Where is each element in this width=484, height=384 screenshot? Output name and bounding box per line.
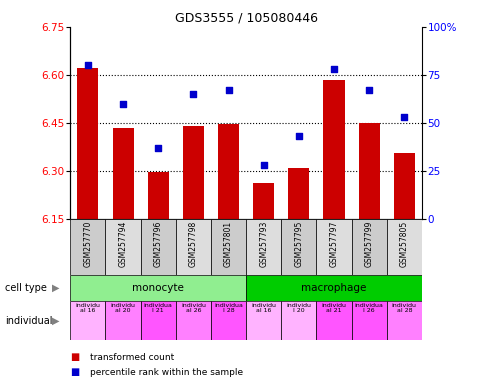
Point <box>224 87 232 93</box>
Bar <box>70 219 105 275</box>
Bar <box>351 219 386 275</box>
Bar <box>105 301 140 340</box>
Bar <box>287 168 309 219</box>
Point <box>400 114 408 120</box>
Bar <box>70 301 105 340</box>
Bar <box>77 68 98 219</box>
Text: GSM257805: GSM257805 <box>399 220 408 267</box>
Text: ■: ■ <box>70 367 79 377</box>
Bar <box>393 153 414 219</box>
Bar <box>316 219 351 275</box>
Point <box>189 91 197 97</box>
Bar <box>147 172 168 219</box>
Text: GSM257796: GSM257796 <box>153 220 163 267</box>
Bar <box>245 219 281 275</box>
Text: individu
al 16: individu al 16 <box>75 303 100 313</box>
Text: ■: ■ <box>70 352 79 362</box>
Text: macrophage: macrophage <box>301 283 366 293</box>
Bar <box>112 128 133 219</box>
Bar <box>105 219 140 275</box>
Point <box>119 101 127 107</box>
Text: individu
al 20: individu al 20 <box>110 303 136 313</box>
Title: GDS3555 / 105080446: GDS3555 / 105080446 <box>174 11 317 24</box>
Bar <box>316 301 351 340</box>
Text: monocyte: monocyte <box>132 283 184 293</box>
Bar <box>211 219 245 275</box>
Text: GSM257798: GSM257798 <box>188 220 197 267</box>
Text: GSM257795: GSM257795 <box>294 220 303 267</box>
Bar <box>217 124 239 219</box>
Bar <box>140 301 175 340</box>
Bar <box>386 219 421 275</box>
Text: GSM257797: GSM257797 <box>329 220 338 267</box>
Bar <box>281 219 316 275</box>
Bar <box>175 219 211 275</box>
Bar <box>245 275 421 301</box>
Bar <box>386 301 421 340</box>
Text: individu
al 28: individu al 28 <box>391 303 416 313</box>
Bar <box>351 301 386 340</box>
Bar <box>253 183 273 219</box>
Text: individu
al 26: individu al 26 <box>181 303 206 313</box>
Bar <box>323 80 344 219</box>
Bar <box>182 126 203 219</box>
Text: GSM257801: GSM257801 <box>224 220 233 266</box>
Point <box>84 62 91 68</box>
Text: individual: individual <box>5 316 52 326</box>
Bar <box>140 219 175 275</box>
Bar <box>281 301 316 340</box>
Text: GSM257794: GSM257794 <box>118 220 127 267</box>
Text: individu
al 21: individu al 21 <box>321 303 346 313</box>
Point <box>330 66 337 72</box>
Text: individua
l 26: individua l 26 <box>354 303 383 313</box>
Text: cell type: cell type <box>5 283 46 293</box>
Text: transformed count: transformed count <box>90 353 174 362</box>
Text: individua
l 21: individua l 21 <box>143 303 172 313</box>
Text: GSM257770: GSM257770 <box>83 220 92 267</box>
Bar <box>245 301 281 340</box>
Text: GSM257793: GSM257793 <box>258 220 268 267</box>
Point <box>154 145 162 151</box>
Text: ▶: ▶ <box>52 283 60 293</box>
Bar <box>175 301 211 340</box>
Text: ▶: ▶ <box>52 316 60 326</box>
Bar <box>358 123 379 219</box>
Text: GSM257799: GSM257799 <box>364 220 373 267</box>
Text: individu
al 16: individu al 16 <box>251 303 276 313</box>
Text: individu
l 20: individu l 20 <box>286 303 311 313</box>
Bar <box>211 301 245 340</box>
Text: percentile rank within the sample: percentile rank within the sample <box>90 368 242 377</box>
Point <box>364 87 372 93</box>
Text: individua
l 28: individua l 28 <box>213 303 242 313</box>
Bar <box>70 275 245 301</box>
Point <box>294 133 302 139</box>
Point <box>259 162 267 168</box>
